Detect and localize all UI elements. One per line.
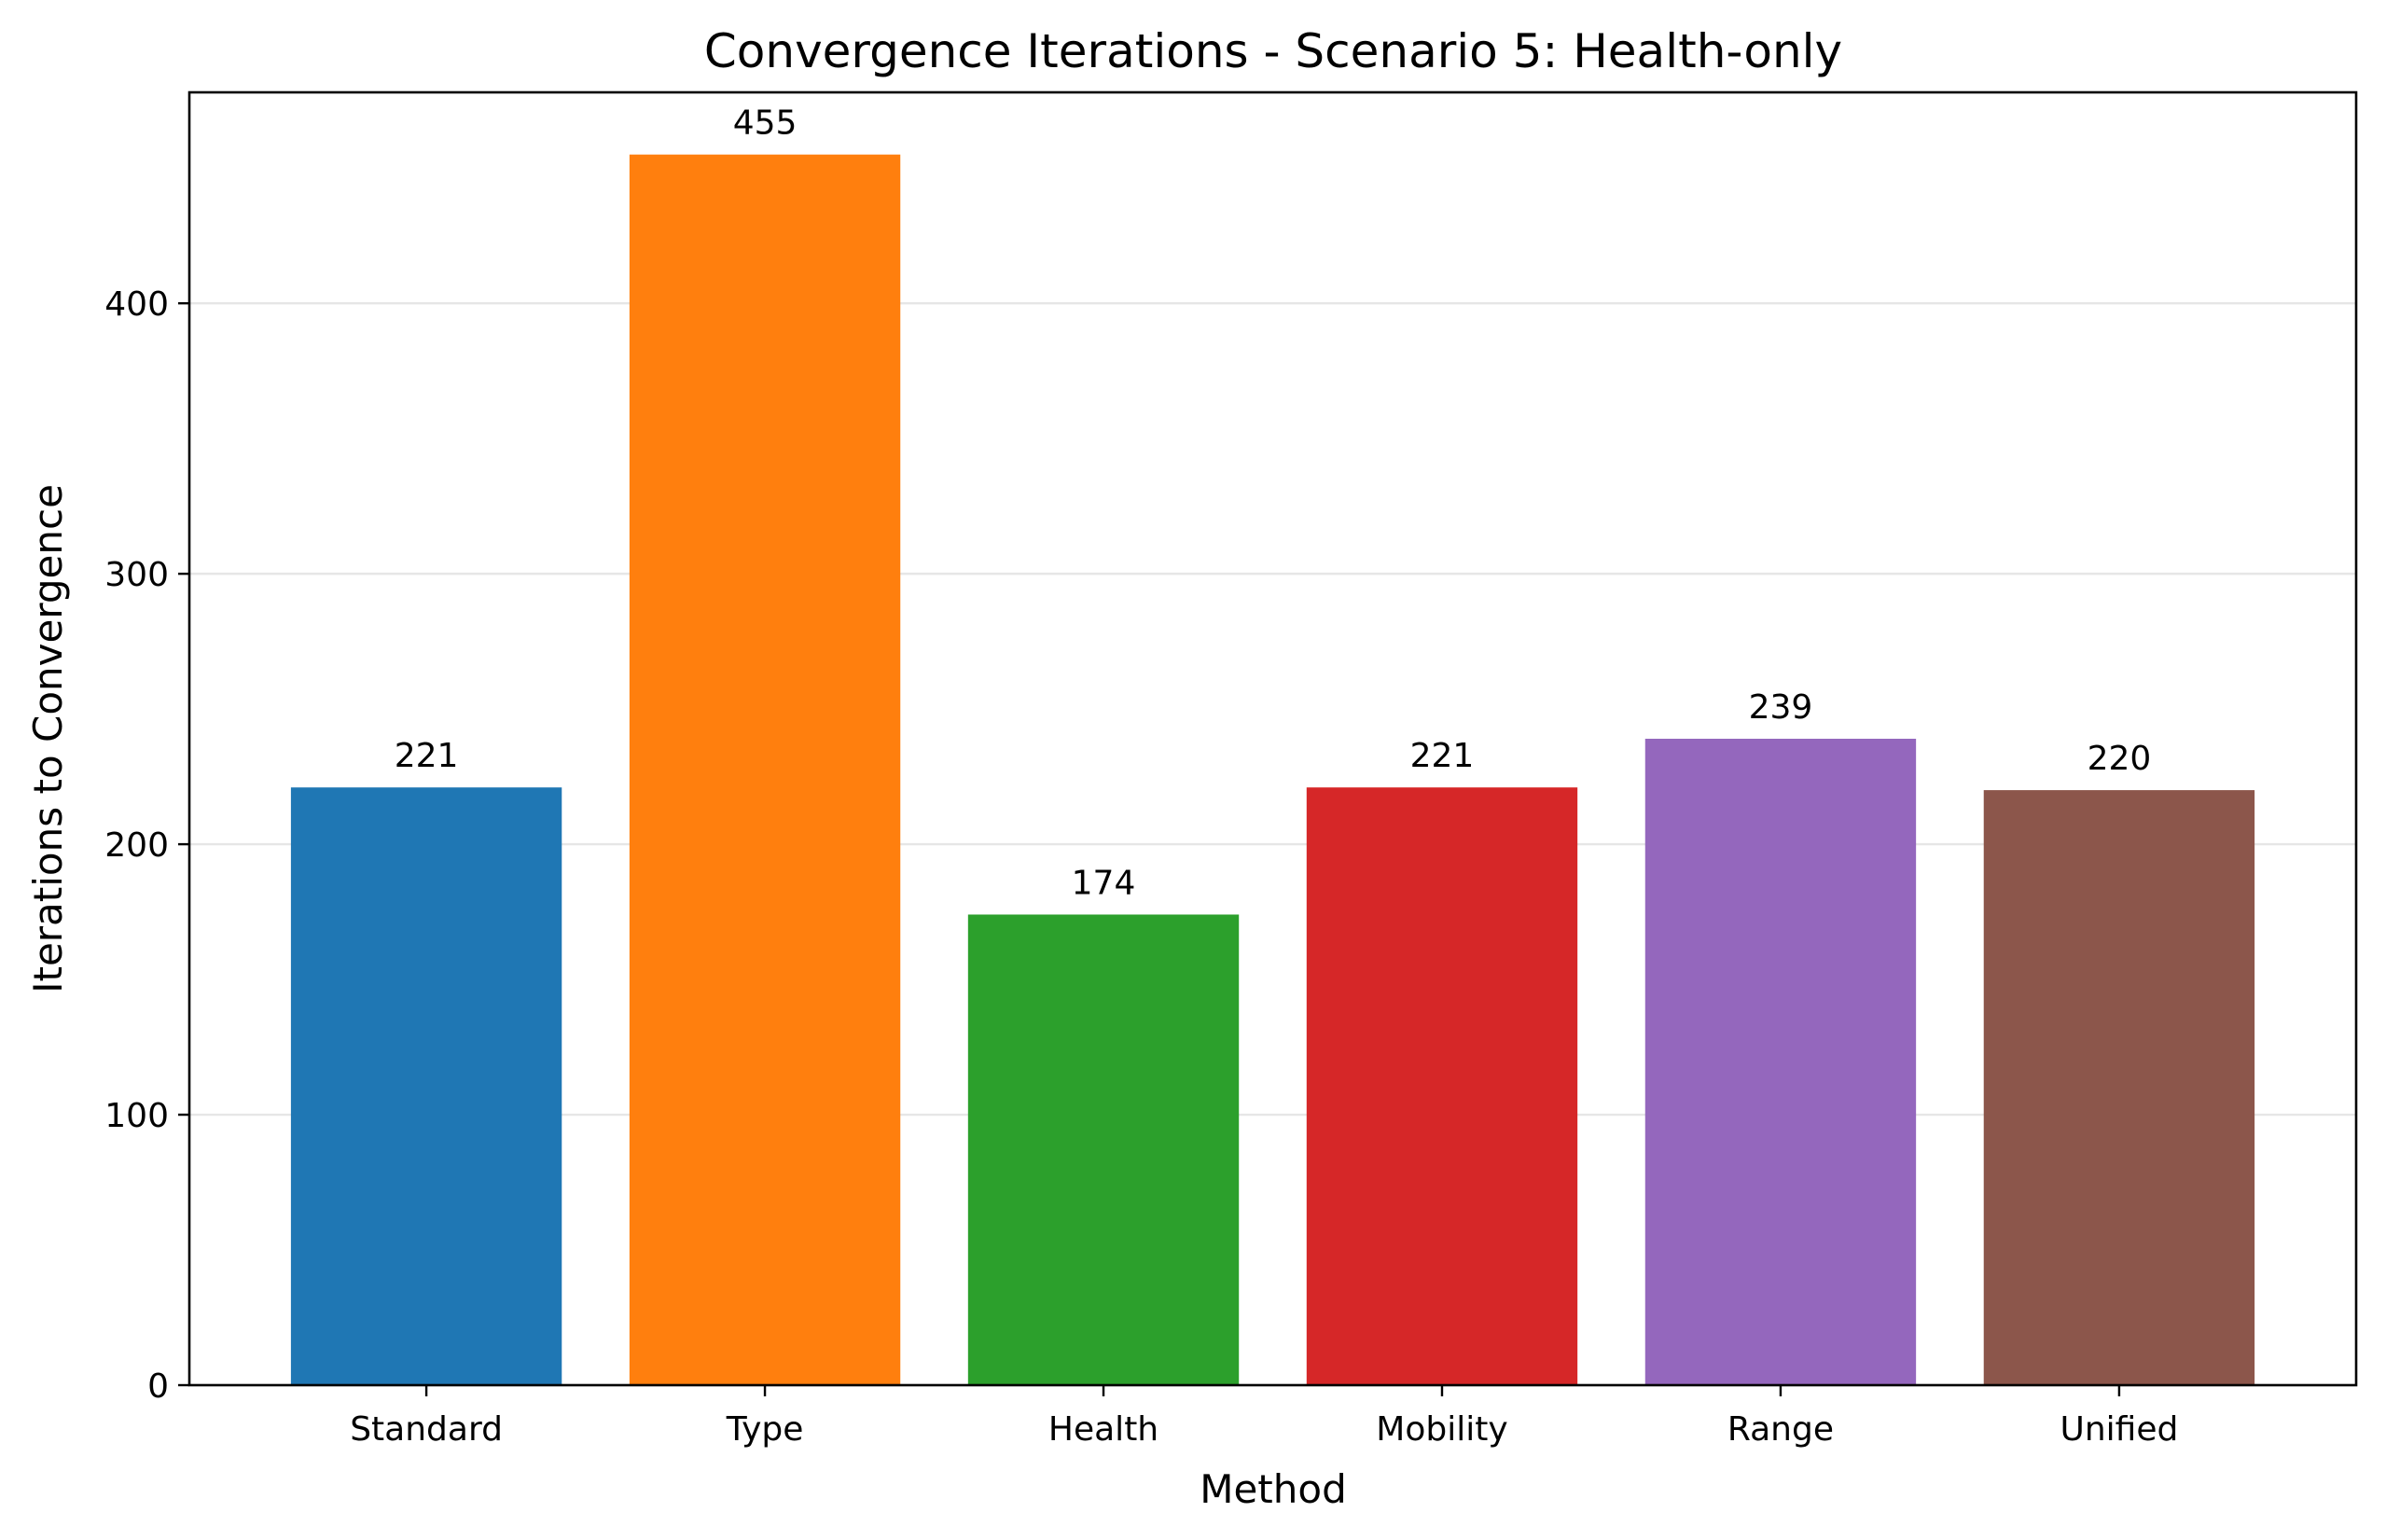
y-tick-label: 0	[147, 1367, 169, 1406]
y-tick-label: 300	[104, 556, 169, 594]
x-axis-ticks: Standard Type Health Mobility Range Unified	[350, 1385, 2178, 1449]
bar-value-label: 455	[733, 104, 798, 143]
bar-health	[967, 914, 1240, 1385]
x-tick-label: Range	[1727, 1410, 1834, 1449]
bar-value-label: 221	[395, 737, 459, 775]
plot-area-frame	[187, 90, 2358, 1387]
x-tick-label: Standard	[350, 1410, 503, 1449]
y-axis-label: Iterations to Convergence	[25, 484, 71, 993]
x-tick-label: Type	[726, 1410, 804, 1449]
y-tick-label: 100	[104, 1097, 169, 1135]
bar-value-label: 174	[1072, 864, 1136, 902]
bar-mobility	[1306, 787, 1578, 1385]
bar-type	[629, 154, 901, 1385]
x-tick-label: Unified	[2060, 1410, 2179, 1449]
bar-standard	[290, 787, 562, 1385]
x-tick-label: Health	[1048, 1410, 1158, 1449]
x-axis-label: Method	[1200, 1466, 1347, 1512]
bars	[290, 154, 2255, 1385]
bar-value-label: 221	[1410, 737, 1475, 775]
bar-value-labels: 221 455 174 221 239 220	[395, 104, 2152, 903]
bar-range	[1644, 739, 1917, 1385]
y-axis-ticks: 0 100 200 300 400	[104, 285, 189, 1406]
chart-title: Convergence Iterations - Scenario 5: Hea…	[704, 24, 1842, 78]
y-tick-label: 400	[104, 285, 169, 324]
bar-value-label: 220	[2088, 740, 2152, 778]
x-tick-label: Mobility	[1376, 1410, 1507, 1449]
y-tick-label: 200	[104, 826, 169, 865]
bar-value-label: 239	[1749, 688, 1813, 727]
bar-unified	[1983, 790, 2255, 1385]
